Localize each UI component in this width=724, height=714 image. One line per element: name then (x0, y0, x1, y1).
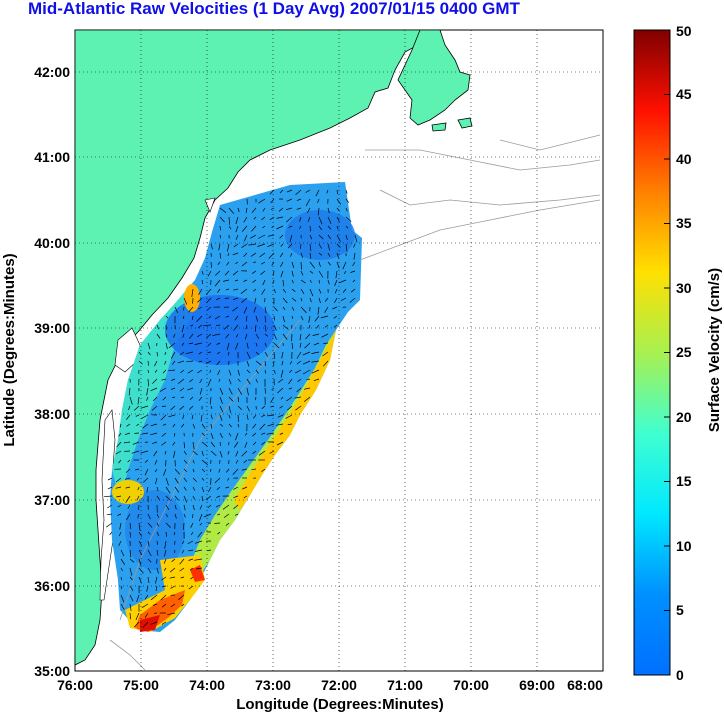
colorbar-label: Surface Velocity (cm/s) (706, 268, 723, 432)
lon-tick: 69:00 (519, 677, 555, 693)
colorbar-tick: 40 (676, 151, 692, 167)
colorbar-tick: 20 (676, 409, 692, 425)
velocity-arrows (104, 189, 358, 628)
lat-tick: 36:00 (34, 578, 70, 594)
lon-tick-labels: 76:00 75:00 74:00 73:00 72:00 71:00 70:0… (57, 677, 603, 693)
lon-tick: 74:00 (189, 677, 225, 693)
lat-tick: 35:00 (34, 663, 70, 679)
lat-tick: 39:00 (34, 320, 70, 336)
grid (75, 30, 603, 671)
land (75, 30, 473, 666)
lat-tick: 42:00 (34, 64, 70, 80)
lon-tick: 70:00 (453, 677, 489, 693)
lon-tick: 68:00 (567, 677, 603, 693)
lat-tick: 40:00 (34, 235, 70, 251)
lat-tick: 38:00 (34, 406, 70, 422)
colorbar-tick: 35 (676, 215, 692, 231)
lon-tick: 75:00 (123, 677, 159, 693)
colorbar-tick: 10 (676, 538, 692, 554)
lat-tick-labels: 35:00 36:00 37:00 38:00 39:00 40:00 41:0… (34, 64, 70, 679)
colorbar-tick-labels: 0 5 10 15 20 25 30 35 40 45 50 (676, 23, 692, 683)
lat-tick: 37:00 (34, 492, 70, 508)
colorbar-tick: 5 (676, 602, 684, 618)
colorbar-tick: 25 (676, 344, 692, 360)
colorbar-tick: 45 (676, 86, 692, 102)
colorbar: 0 5 10 15 20 25 30 35 40 45 50 Surface V… (633, 23, 723, 683)
lon-tick: 71:00 (387, 677, 423, 693)
lon-tick: 76:00 (57, 677, 93, 693)
lat-tick: 41:00 (34, 149, 70, 165)
colorbar-tick: 15 (676, 473, 692, 489)
bays (99, 197, 216, 601)
lon-tick: 73:00 (255, 677, 291, 693)
y-axis-label: Latitude (Degrees:Minutes) (1, 253, 18, 446)
colorbar-tick: 30 (676, 280, 692, 296)
lon-tick: 72:00 (321, 677, 357, 693)
colorbar-tick: 50 (676, 23, 692, 39)
chart-title: Mid-Atlantic Raw Velocities (1 Day Avg) … (28, 0, 520, 18)
colorbar-tick: 0 (676, 667, 684, 683)
x-axis-label: Longitude (Degrees:Minutes) (236, 696, 444, 713)
